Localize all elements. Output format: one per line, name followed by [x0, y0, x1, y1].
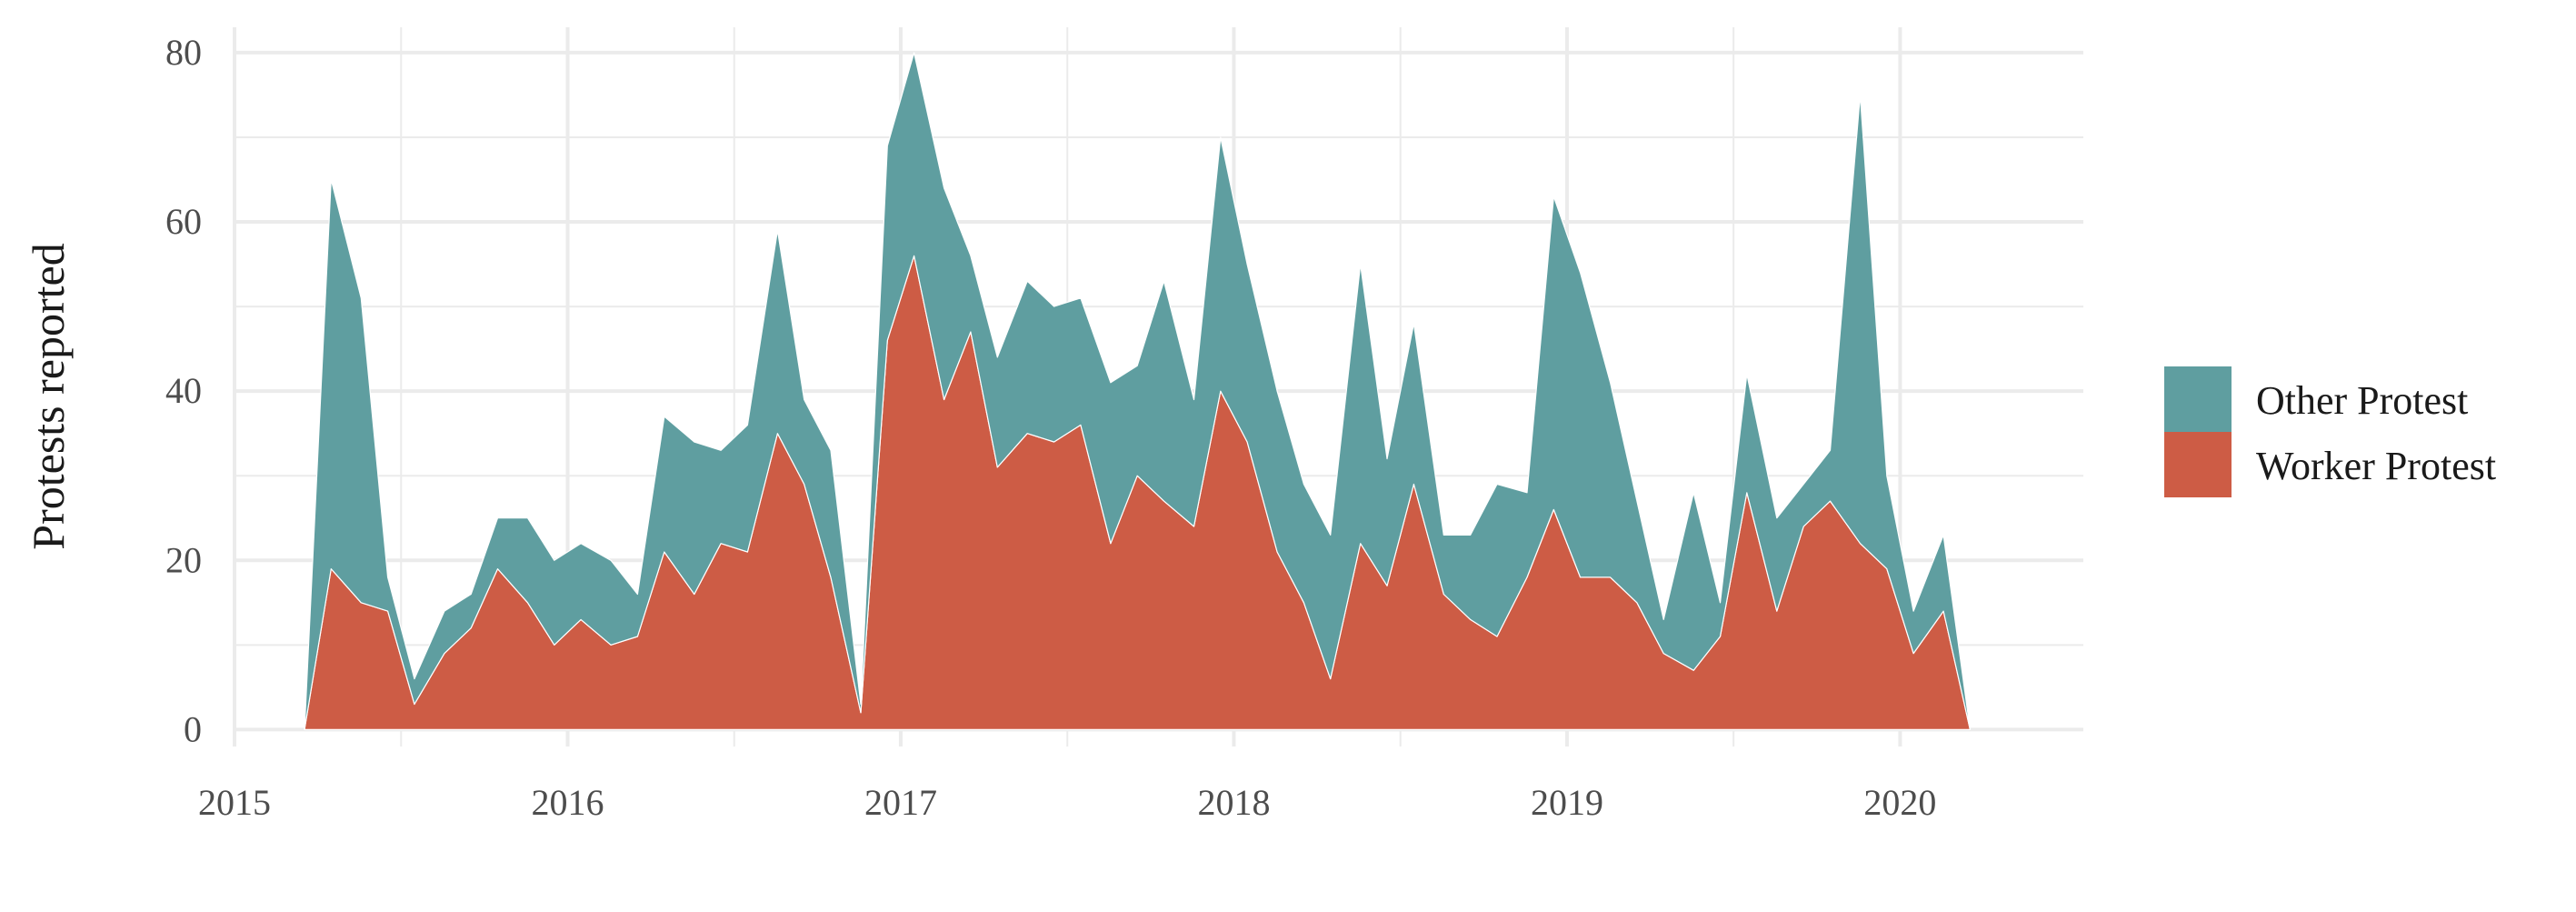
area-series-other-protest — [304, 52, 1971, 730]
y-axis-ticks: 0 20 40 60 80 — [165, 32, 202, 749]
y-tick-label: 0 — [184, 708, 202, 749]
y-axis-title: Protests reported — [23, 243, 74, 549]
y-tick-label: 80 — [165, 32, 202, 73]
legend-swatch-worker-protest — [2164, 432, 2232, 497]
legend-label-other-protest: Other Protest — [2256, 378, 2468, 423]
x-tick-label: 2018 — [1197, 782, 1270, 823]
x-tick-label: 2020 — [1863, 782, 1936, 823]
x-tick-label: 2019 — [1531, 782, 1603, 823]
area-series-worker-protest — [304, 255, 1971, 730]
y-tick-label: 20 — [165, 539, 202, 580]
legend: Other Protest Worker Protest — [2164, 366, 2496, 497]
plot-areas — [304, 52, 1971, 730]
x-tick-label: 2015 — [198, 782, 271, 823]
legend-swatch-other-protest — [2164, 366, 2232, 432]
x-tick-label: 2016 — [531, 782, 604, 823]
legend-label-worker-protest: Worker Protest — [2256, 444, 2496, 488]
x-axis-ticks: 2015 2016 2017 2018 2019 2020 — [198, 782, 1936, 823]
y-tick-label: 40 — [165, 370, 202, 411]
x-tick-label: 2017 — [864, 782, 937, 823]
y-tick-label: 60 — [165, 201, 202, 242]
